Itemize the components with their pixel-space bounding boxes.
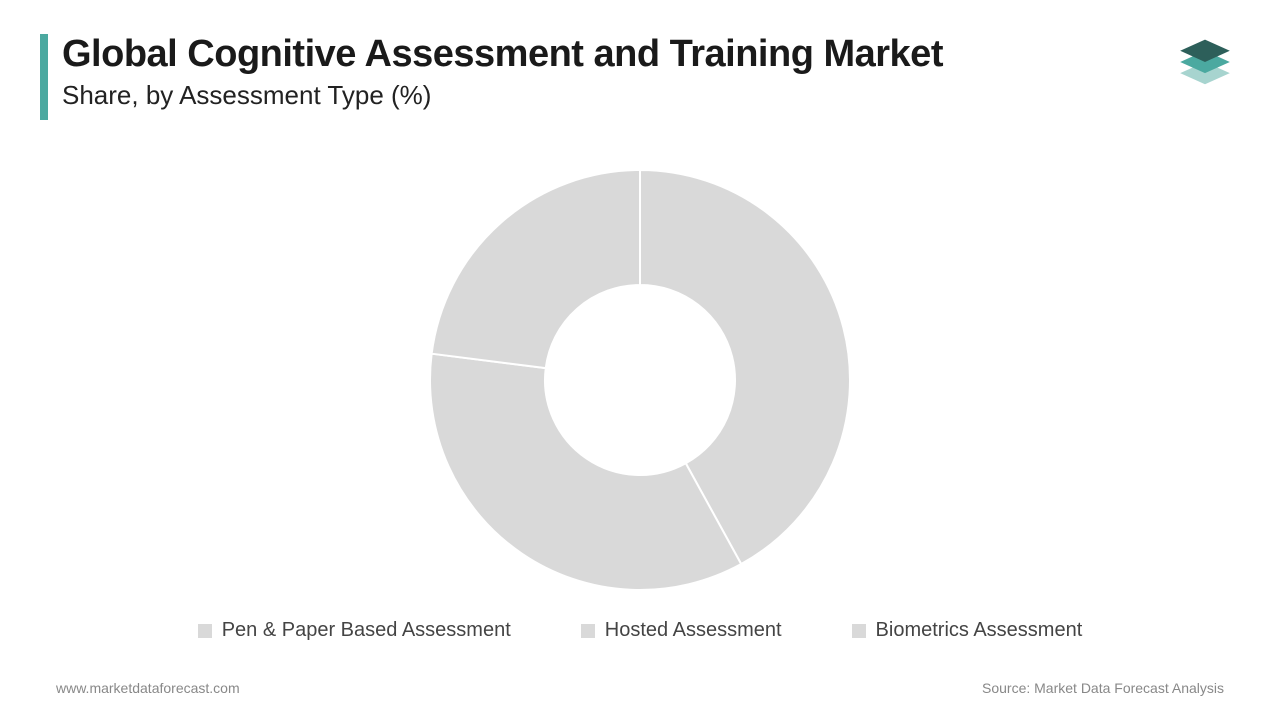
legend-item: Biometrics Assessment bbox=[852, 619, 1083, 642]
accent-bar bbox=[40, 34, 48, 120]
legend-label: Biometrics Assessment bbox=[876, 619, 1083, 642]
footer-source: Source: Market Data Forecast Analysis bbox=[982, 680, 1224, 696]
donut-chart bbox=[0, 160, 1280, 600]
legend-swatch-icon bbox=[852, 624, 866, 638]
title-block: Global Cognitive Assessment and Training… bbox=[62, 34, 1240, 111]
footer-url: www.marketdataforecast.com bbox=[56, 680, 240, 696]
legend-swatch-icon bbox=[198, 624, 212, 638]
page-title: Global Cognitive Assessment and Training… bbox=[62, 34, 1240, 76]
page: Global Cognitive Assessment and Training… bbox=[0, 0, 1280, 720]
legend-item: Hosted Assessment bbox=[581, 619, 782, 642]
legend-label: Pen & Paper Based Assessment bbox=[222, 619, 511, 642]
footer: www.marketdataforecast.com Source: Marke… bbox=[56, 680, 1224, 696]
brand-logo-icon bbox=[1174, 26, 1236, 88]
legend-label: Hosted Assessment bbox=[605, 619, 782, 642]
donut-slice bbox=[432, 170, 640, 368]
legend-swatch-icon bbox=[581, 624, 595, 638]
page-subtitle: Share, by Assessment Type (%) bbox=[62, 80, 1240, 111]
legend-item: Pen & Paper Based Assessment bbox=[198, 619, 511, 642]
header: Global Cognitive Assessment and Training… bbox=[40, 34, 1240, 120]
legend: Pen & Paper Based Assessment Hosted Asses… bbox=[0, 619, 1280, 642]
